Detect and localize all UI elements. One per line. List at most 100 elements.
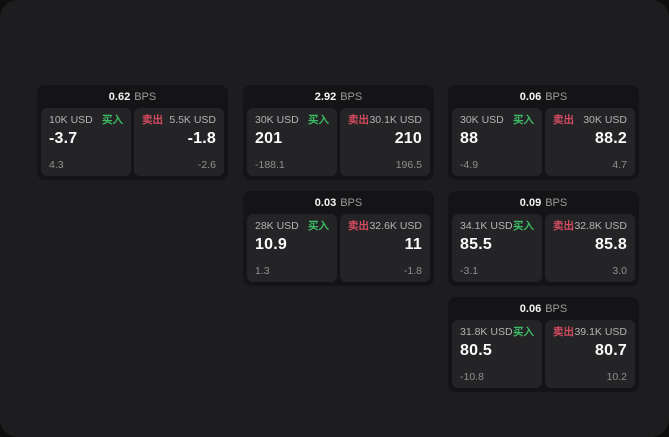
- buy-side-label: 买入: [308, 114, 329, 126]
- bps-value: 2.92: [314, 90, 337, 103]
- sell-price: -1.8: [187, 129, 216, 147]
- sell-tile-header: 卖出 32.6K USD: [348, 221, 422, 232]
- sell-price: 210: [394, 129, 422, 147]
- sell-side-label: 卖出: [553, 220, 574, 232]
- sell-price: 80.7: [595, 341, 627, 359]
- buy-tile[interactable]: 30K USD 买入 88 -4.9: [452, 108, 542, 176]
- card-header: 0.09 BPS: [452, 191, 635, 214]
- buy-tile-header: 34.1K USD 买入: [460, 221, 534, 232]
- bps-unit-label: BPS: [340, 90, 363, 103]
- bps-value: 0.09: [519, 196, 542, 209]
- buy-delta: -10.8: [460, 370, 484, 383]
- bps-unit-label: BPS: [545, 302, 568, 315]
- sell-tile-header: 卖出 5.5K USD: [142, 115, 216, 126]
- sell-amount: 30K USD: [583, 114, 627, 126]
- buy-price: 88: [460, 129, 479, 147]
- sell-side-label: 卖出: [553, 326, 574, 338]
- sell-amount: 32.6K USD: [369, 220, 422, 232]
- quote-card: 0.06 BPS 31.8K USD 买入 80.5 -10.8 卖出 39.1…: [448, 297, 639, 392]
- quote-tiles: 10K USD 买入 -3.7 4.3 卖出 5.5K USD -1.8 -2.…: [41, 108, 224, 176]
- quote-card: 0.03 BPS 28K USD 买入 10.9 1.3 卖出 32.6K US…: [243, 191, 434, 286]
- buy-side-label: 买入: [513, 220, 534, 232]
- sell-delta: 196.5: [395, 158, 422, 171]
- card-header: 0.06 BPS: [452, 85, 635, 108]
- buy-delta: -188.1: [255, 158, 285, 171]
- sell-tile[interactable]: 卖出 5.5K USD -1.8 -2.6: [134, 108, 224, 176]
- sell-tile[interactable]: 卖出 30.1K USD 210 196.5: [340, 108, 430, 176]
- sell-delta: 10.2: [606, 370, 627, 383]
- buy-delta: -4.9: [460, 158, 479, 171]
- buy-side-label: 买入: [102, 114, 123, 126]
- buy-delta: 4.3: [49, 158, 64, 171]
- quote-tiles: 28K USD 买入 10.9 1.3 卖出 32.6K USD 11 -1.8: [247, 214, 430, 282]
- quote-tiles: 31.8K USD 买入 80.5 -10.8 卖出 39.1K USD 80.…: [452, 320, 635, 388]
- card-header: 0.06 BPS: [452, 297, 635, 320]
- quote-tiles: 30K USD 买入 201 -188.1 卖出 30.1K USD 210 1…: [247, 108, 430, 176]
- buy-amount: 34.1K USD: [460, 220, 513, 232]
- quote-card: 0.62 BPS 10K USD 买入 -3.7 4.3 卖出 5.5K USD…: [37, 85, 228, 180]
- bps-unit-label: BPS: [134, 90, 157, 103]
- card-header: 0.62 BPS: [41, 85, 224, 108]
- sell-tile-header: 卖出 39.1K USD: [553, 327, 627, 338]
- buy-tile-header: 30K USD 买入: [460, 115, 534, 126]
- sell-tile[interactable]: 卖出 32.8K USD 85.8 3.0: [545, 214, 635, 282]
- sell-delta: -2.6: [197, 158, 216, 171]
- buy-price: 10.9: [255, 235, 287, 253]
- quote-card: 2.92 BPS 30K USD 买入 201 -188.1 卖出 30.1K …: [243, 85, 434, 180]
- buy-tile[interactable]: 31.8K USD 买入 80.5 -10.8: [452, 320, 542, 388]
- buy-tile[interactable]: 10K USD 买入 -3.7 4.3: [41, 108, 131, 176]
- buy-delta: 1.3: [255, 264, 270, 277]
- sell-tile-header: 卖出 30K USD: [553, 115, 627, 126]
- sell-amount: 5.5K USD: [169, 114, 216, 126]
- buy-price: 201: [255, 129, 283, 147]
- buy-amount: 30K USD: [255, 114, 299, 126]
- buy-tile[interactable]: 34.1K USD 买入 85.5 -3.1: [452, 214, 542, 282]
- sell-price: 11: [404, 235, 422, 253]
- card-header: 2.92 BPS: [247, 85, 430, 108]
- sell-tile-header: 卖出 32.8K USD: [553, 221, 627, 232]
- buy-side-label: 买入: [513, 114, 534, 126]
- sell-amount: 39.1K USD: [574, 326, 627, 338]
- buy-side-label: 买入: [513, 326, 534, 338]
- sell-side-label: 卖出: [348, 114, 369, 126]
- sell-delta: 4.7: [612, 158, 627, 171]
- sell-amount: 32.8K USD: [574, 220, 627, 232]
- quote-card: 0.09 BPS 34.1K USD 买入 85.5 -3.1 卖出 32.8K…: [448, 191, 639, 286]
- buy-tile-header: 10K USD 买入: [49, 115, 123, 126]
- bps-value: 0.06: [519, 302, 542, 315]
- bps-unit-label: BPS: [545, 196, 568, 209]
- buy-amount: 31.8K USD: [460, 326, 513, 338]
- sell-amount: 30.1K USD: [369, 114, 422, 126]
- buy-side-label: 买入: [308, 220, 329, 232]
- buy-amount: 28K USD: [255, 220, 299, 232]
- bps-unit-label: BPS: [340, 196, 363, 209]
- buy-price: -3.7: [49, 129, 78, 147]
- buy-price: 85.5: [460, 235, 492, 253]
- sell-delta: -1.8: [403, 264, 422, 277]
- buy-tile[interactable]: 30K USD 买入 201 -188.1: [247, 108, 337, 176]
- sell-side-label: 卖出: [142, 114, 163, 126]
- card-header: 0.03 BPS: [247, 191, 430, 214]
- bps-value: 0.03: [314, 196, 337, 209]
- sell-tile[interactable]: 卖出 32.6K USD 11 -1.8: [340, 214, 430, 282]
- sell-side-label: 卖出: [553, 114, 574, 126]
- sell-tile[interactable]: 卖出 30K USD 88.2 4.7: [545, 108, 635, 176]
- sell-tile[interactable]: 卖出 39.1K USD 80.7 10.2: [545, 320, 635, 388]
- buy-tile-header: 30K USD 买入: [255, 115, 329, 126]
- bps-value: 0.62: [108, 90, 131, 103]
- sell-side-label: 卖出: [348, 220, 369, 232]
- buy-amount: 10K USD: [49, 114, 93, 126]
- bps-value: 0.06: [519, 90, 542, 103]
- quote-tiles: 34.1K USD 买入 85.5 -3.1 卖出 32.8K USD 85.8…: [452, 214, 635, 282]
- buy-tile-header: 31.8K USD 买入: [460, 327, 534, 338]
- buy-amount: 30K USD: [460, 114, 504, 126]
- buy-price: 80.5: [460, 341, 492, 359]
- sell-tile-header: 卖出 30.1K USD: [348, 115, 422, 126]
- quote-tiles: 30K USD 买入 88 -4.9 卖出 30K USD 88.2 4.7: [452, 108, 635, 176]
- quote-card: 0.06 BPS 30K USD 买入 88 -4.9 卖出 30K USD 8…: [448, 85, 639, 180]
- sell-price: 85.8: [595, 235, 627, 253]
- bps-unit-label: BPS: [545, 90, 568, 103]
- buy-tile-header: 28K USD 买入: [255, 221, 329, 232]
- buy-tile[interactable]: 28K USD 买入 10.9 1.3: [247, 214, 337, 282]
